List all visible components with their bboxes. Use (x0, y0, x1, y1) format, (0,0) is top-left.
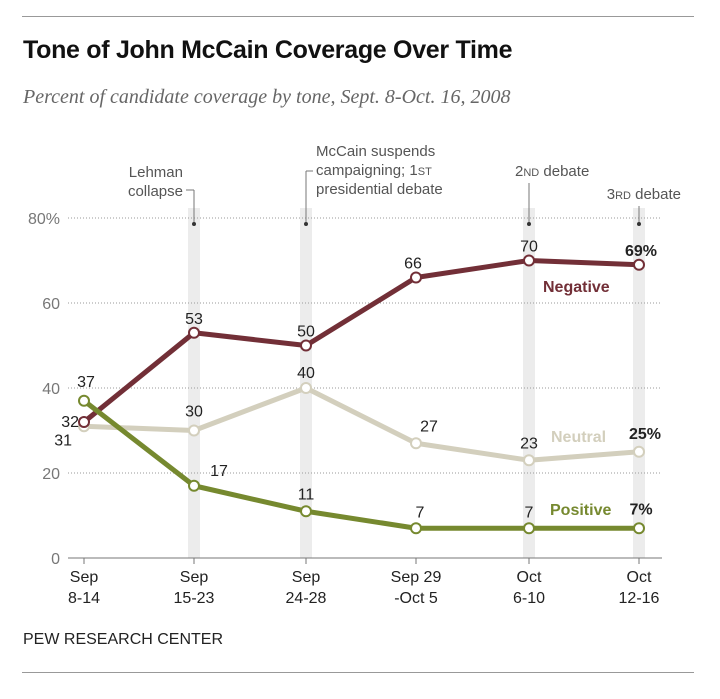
data-label-negative: 50 (297, 324, 315, 341)
y-tick-label: 40 (42, 381, 60, 398)
data-point-positive (188, 479, 200, 492)
series-line-neutral (81, 385, 642, 463)
y-tick-label: 80% (28, 211, 60, 228)
data-label-negative: 70 (520, 239, 538, 256)
source-label: PEW RESEARCH CENTER (23, 631, 224, 648)
x-tick-label: Oct (627, 569, 652, 586)
data-point-neutral (633, 445, 645, 458)
y-tick-label: 0 (51, 551, 60, 568)
x-tick-label: Sep (70, 569, 99, 586)
chart-title: Tone of John McCain Coverage Over Time (23, 36, 513, 64)
data-point-negative (633, 258, 645, 271)
series-line-negative (81, 258, 642, 425)
annotation-text: Lehman (129, 164, 183, 181)
data-point-positive (633, 522, 645, 535)
data-label-positive: 7% (629, 501, 652, 518)
annotation-text: presidential debate (316, 181, 443, 198)
data-point-neutral (410, 437, 422, 450)
event-band (523, 208, 535, 558)
annotation-marker (304, 222, 308, 226)
data-label-neutral: 23 (520, 435, 538, 452)
x-tick-label: Sep (292, 569, 321, 586)
x-tick-label: 8-14 (68, 590, 100, 607)
series-label-positive: Positive (550, 502, 611, 519)
annotation-text: 3RD debate (607, 186, 681, 203)
top-rule (22, 16, 694, 17)
data-point-negative (300, 339, 312, 352)
data-label-negative: 66 (404, 256, 422, 273)
x-tick-label: Sep (180, 569, 209, 586)
data-label-negative: 53 (185, 311, 203, 328)
data-point-negative (523, 254, 535, 267)
annotation-marker (192, 222, 196, 226)
annotation-marker (637, 222, 641, 226)
x-tick-label: 24-28 (286, 590, 327, 607)
data-label-neutral: 27 (420, 418, 438, 435)
x-tick-label: Sep 29 (391, 569, 442, 586)
data-label-negative: 69% (625, 243, 657, 260)
data-label-positive: 17 (210, 463, 228, 480)
annotation-text: collapse (128, 183, 183, 200)
data-label-negative: 32 (61, 414, 79, 431)
data-point-positive (410, 522, 422, 535)
data-label-neutral: 31 (54, 432, 72, 449)
annotation-text: campaigning; 1ST (316, 162, 432, 179)
data-label-neutral: 25% (629, 426, 661, 443)
x-tick-label: 15-23 (174, 590, 215, 607)
data-point-positive (523, 522, 535, 535)
data-point-neutral (188, 424, 200, 437)
data-point-negative (78, 416, 90, 428)
data-point-positive (300, 505, 312, 518)
annotation-marker (527, 222, 531, 226)
data-label-neutral: 30 (185, 404, 203, 421)
y-tick-label: 60 (42, 296, 60, 313)
series-label-neutral: Neutral (551, 429, 606, 446)
annotation-text-ordinal: ST (418, 166, 432, 178)
data-point-neutral (523, 454, 535, 467)
annotation-text-ordinal: RD (615, 190, 631, 202)
data-point-neutral (300, 382, 312, 394)
data-label-positive: 37 (77, 374, 95, 391)
event-band (188, 208, 200, 558)
data-label-positive: 11 (298, 486, 315, 503)
annotation-text: 2ND debate (515, 163, 589, 180)
data-label-positive: 7 (416, 504, 425, 521)
data-label-positive: 7 (525, 504, 534, 521)
x-tick-label: Oct (517, 569, 542, 586)
data-point-negative (410, 271, 422, 284)
x-tick-label: -Oct 5 (394, 590, 438, 607)
x-tick-label: 12-16 (619, 590, 660, 607)
y-tick-label: 20 (42, 466, 60, 483)
chart-subtitle: Percent of candidate coverage by tone, S… (23, 86, 511, 108)
bottom-rule (22, 672, 694, 673)
x-tick-label: 6-10 (513, 590, 545, 607)
annotation-text: McCain suspends (316, 143, 435, 160)
data-label-neutral: 40 (297, 365, 315, 382)
data-point-positive (78, 394, 90, 407)
data-point-negative (188, 326, 200, 339)
event-band (633, 208, 645, 558)
series-label-negative: Negative (543, 279, 610, 296)
annotation-text-ordinal: ND (523, 167, 539, 179)
series-line-positive (81, 398, 642, 531)
